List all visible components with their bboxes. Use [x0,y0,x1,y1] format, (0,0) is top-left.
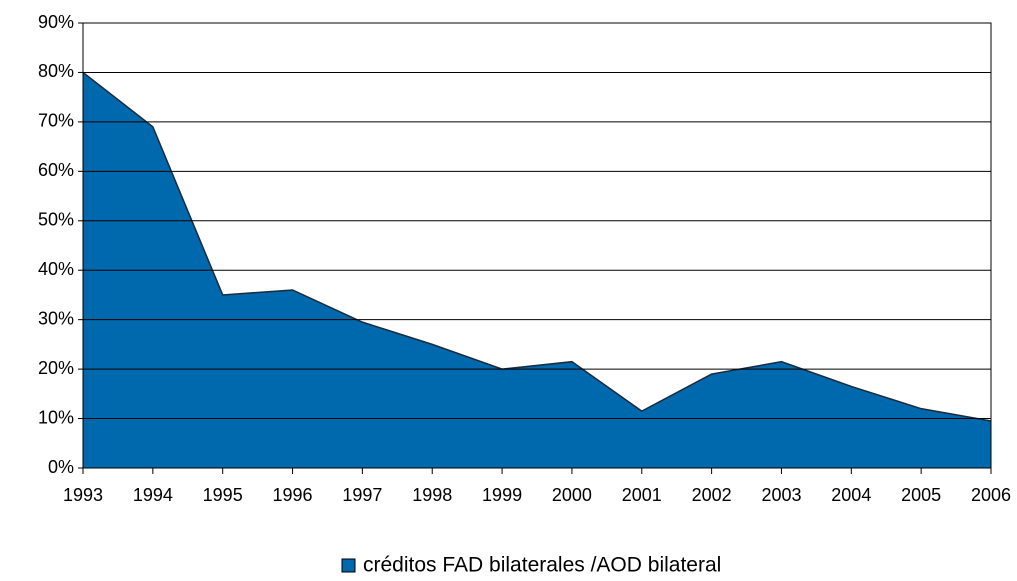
y-tick-label: 0% [48,457,74,477]
plot-frame [82,22,992,469]
x-tick-label: 1995 [203,485,243,505]
x-tick-label: 1994 [133,485,173,505]
x-tick-label: 2001 [622,485,662,505]
area-edge [82,71,992,422]
y-tick-label: 90% [38,12,74,32]
x-tick-label: 2002 [692,485,732,505]
x-tick-label: 1996 [273,485,313,505]
y-tick-label: 50% [38,210,74,230]
y-tick-label: 40% [38,259,74,279]
y-tick-label: 10% [38,407,74,427]
y-tick-label: 20% [38,358,74,378]
x-tick-label: 2006 [971,485,1011,505]
x-tick-label: 2005 [901,485,941,505]
x-tick-label: 2003 [761,485,801,505]
y-tick-label: 30% [38,308,74,328]
x-tick-label: 2000 [552,485,592,505]
x-tick-label: 2004 [831,485,871,505]
y-tick-label: 70% [38,111,74,131]
x-tick-label: 1997 [342,485,382,505]
legend-swatch [341,558,356,573]
x-tick-label: 1998 [412,485,452,505]
y-tick-label: 80% [38,61,74,81]
x-tick-label: 1993 [63,485,103,505]
y-tick-label: 60% [38,160,74,180]
legend-label: créditos FAD bilaterales /AOD bilateral [363,554,721,576]
x-tick-label: 1999 [482,485,522,505]
